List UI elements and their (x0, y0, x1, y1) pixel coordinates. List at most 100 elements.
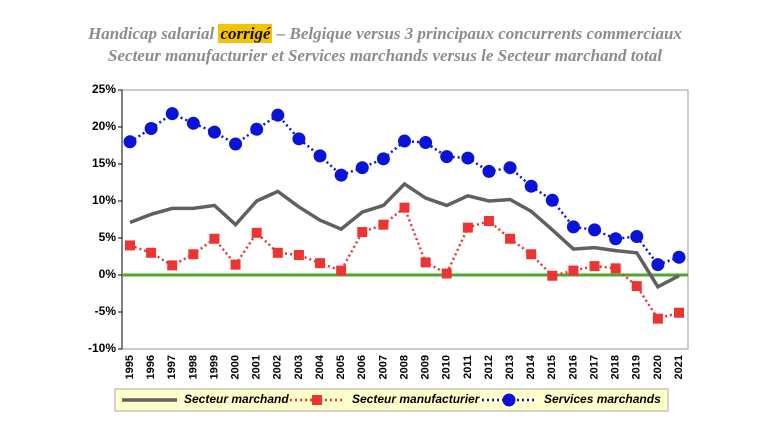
x-tick-label: 2001 (251, 355, 263, 379)
marker (376, 152, 390, 166)
marker (630, 230, 644, 244)
marker (334, 168, 348, 182)
marker (566, 220, 580, 234)
marker (482, 164, 496, 178)
marker (315, 258, 326, 269)
marker (589, 261, 600, 272)
plot-area (121, 89, 689, 350)
title-highlight: corrigé (218, 24, 273, 43)
marker (207, 125, 221, 139)
y-tick-label: -10% (88, 341, 116, 355)
marker (441, 268, 452, 279)
marker (123, 135, 137, 149)
y-tick-label: 15% (92, 156, 116, 170)
marker (674, 307, 684, 318)
y-tick-label: -5% (95, 304, 117, 318)
marker (461, 151, 475, 165)
x-tick-label: 2020 (652, 355, 664, 379)
title: Handicap salarial corrigé – Belgique ver… (0, 24, 770, 44)
marker (588, 223, 602, 237)
x-tick-label: 2019 (631, 355, 643, 379)
x-tick-label: 2002 (272, 355, 284, 379)
marker (440, 150, 454, 164)
marker (229, 137, 243, 151)
marker (398, 134, 411, 148)
marker (505, 233, 516, 244)
x-tick-label: 2011 (462, 355, 474, 379)
marker (271, 108, 285, 122)
x-tick-label: 1999 (208, 355, 220, 379)
x-tick-label: 2004 (314, 354, 326, 379)
marker (547, 270, 558, 281)
marker (292, 132, 306, 146)
marker (125, 240, 135, 251)
x-tick-label: 2013 (504, 355, 516, 379)
marker (568, 265, 579, 276)
x-tick-label: 1995 (124, 355, 136, 379)
marker (502, 393, 516, 407)
marker (355, 161, 369, 175)
marker (144, 121, 158, 135)
marker (167, 260, 178, 271)
marker (503, 161, 517, 175)
series-line (129, 181, 680, 290)
x-tick-label: 1998 (187, 355, 199, 379)
marker (672, 250, 686, 264)
x-tick-label: 2003 (293, 355, 305, 379)
marker (419, 136, 433, 150)
title-end: – Belgique versus 3 principaux concurren… (276, 24, 682, 43)
marker (293, 250, 304, 261)
x-tick-label: 2016 (567, 355, 579, 379)
x-tick-label: 2017 (588, 355, 600, 379)
marker (209, 233, 220, 244)
marker (250, 122, 264, 136)
x-tick-label: 2000 (229, 355, 241, 379)
x-tick-label: 2009 (420, 355, 432, 379)
marker (631, 281, 642, 292)
x-tick-label: 2018 (610, 355, 622, 379)
x-tick-label: 2012 (483, 355, 495, 379)
x-tick-label: 2008 (398, 355, 410, 379)
marker (272, 247, 283, 258)
x-tick-label: 1997 (166, 355, 178, 379)
marker (609, 232, 623, 246)
legend-label: Secteur manufacturier (352, 392, 481, 406)
y-tick-label: 0% (99, 267, 117, 281)
marker (462, 222, 473, 233)
marker (165, 107, 179, 121)
marker (610, 263, 621, 274)
subtitle: Secteur manufacturier et Services marcha… (108, 46, 662, 65)
x-tick-label: 2007 (377, 355, 389, 379)
x-tick-label: 1996 (145, 355, 157, 379)
marker (545, 193, 559, 207)
x-tick-label: 2010 (441, 355, 453, 379)
marker (651, 258, 665, 272)
marker (336, 265, 347, 276)
marker (357, 227, 368, 238)
marker (524, 179, 538, 193)
legend-label: Services marchands (544, 392, 661, 406)
marker (146, 247, 157, 258)
marker (483, 215, 494, 226)
x-tick-label: 2015 (546, 355, 558, 379)
x-tick-label: 2021 (673, 355, 685, 379)
title-start: Handicap salarial (88, 24, 215, 43)
marker (251, 227, 262, 238)
y-tick-label: 10% (92, 193, 116, 207)
marker (378, 219, 389, 230)
marker (312, 395, 322, 405)
x-tick-label: 2005 (335, 355, 347, 379)
marker (186, 116, 200, 130)
marker (230, 259, 241, 270)
legend-box (114, 388, 669, 412)
marker (420, 257, 431, 268)
marker (188, 249, 199, 260)
x-tick-label: 2006 (356, 355, 368, 379)
legend-label: Secteur marchand (184, 392, 289, 406)
y-tick-label: 25% (92, 82, 116, 96)
marker (526, 249, 537, 260)
y-tick-label: 5% (99, 230, 117, 244)
marker (399, 202, 410, 213)
